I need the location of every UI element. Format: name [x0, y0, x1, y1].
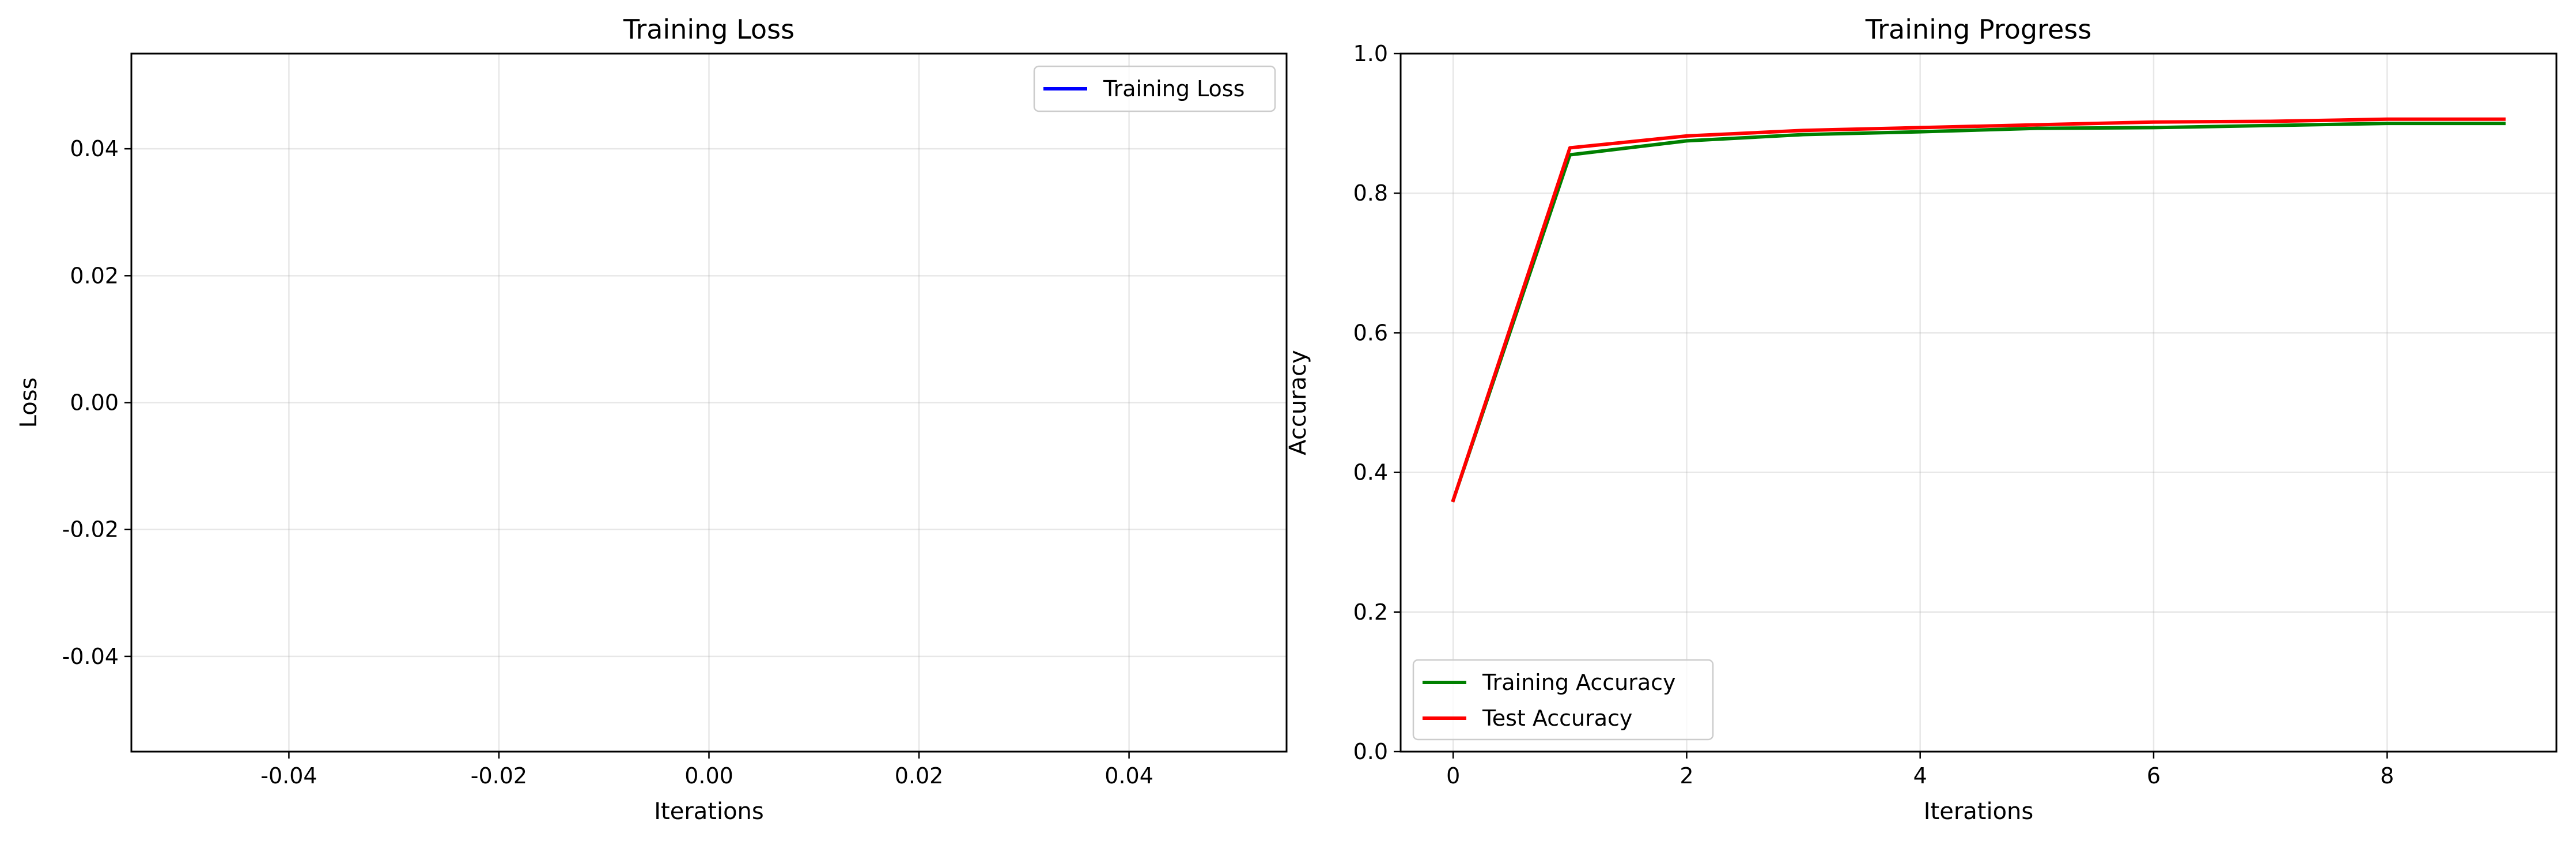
series-line-1: [1451, 117, 2506, 503]
legend: Training Loss: [1033, 65, 1276, 112]
x-axis-label: Iterations: [1924, 798, 2034, 825]
y-tick-label: -0.02: [62, 517, 119, 542]
x-tick-label: 4: [1913, 763, 1927, 789]
x-tick-label: 0.04: [1104, 763, 1153, 789]
chart-title: Training Loss: [623, 14, 795, 45]
x-axis-label: Iterations: [654, 798, 764, 825]
y-tick-label: 1.0: [1353, 41, 1388, 66]
y-tick-label: 0.04: [70, 136, 119, 161]
legend-box: [1412, 659, 1714, 741]
x-tick-label: -0.02: [471, 763, 527, 789]
y-axis-label: Loss: [16, 378, 42, 428]
y-tick-label: 0.4: [1353, 460, 1388, 485]
x-tick-label: -0.04: [260, 763, 317, 789]
legend: Training Accuracy Test Accuracy: [1412, 659, 1714, 741]
legend-label-1: Test Accuracy: [1482, 706, 1632, 731]
y-tick-label: 0.2: [1353, 599, 1388, 625]
legend-label-0: Training Accuracy: [1482, 670, 1676, 695]
x-tick-label: 8: [2380, 763, 2394, 789]
legend-box: [1033, 65, 1276, 112]
x-tick-label: 0: [1446, 763, 1460, 789]
x-tick-label: 0.02: [895, 763, 944, 789]
x-tick-label: 2: [1679, 763, 1693, 789]
y-tick-label: 0.0: [1353, 739, 1388, 764]
chart-panel-1: 0 2 4 6 8 0.0 0.2 0.4 0.6 0.8 1.0 Training Progress…: [1285, 14, 2558, 825]
y-tick-label: 0.8: [1353, 180, 1388, 206]
x-tick-label: 0.00: [684, 763, 733, 789]
chart-panel-0: -0.04 -0.02 0.00 0.02 0.04 -0.04 -0.02 0.00 0.02…: [16, 14, 1288, 825]
chart-title: Training Progress: [1865, 14, 2091, 45]
y-tick-label: 0.00: [70, 390, 119, 416]
y-tick-label: 0.6: [1353, 320, 1388, 345]
x-tick-label: 6: [2147, 763, 2161, 789]
y-tick-label: -0.04: [62, 644, 119, 669]
legend-label-0: Training Loss: [1103, 76, 1245, 101]
y-tick-label: 0.02: [70, 263, 119, 288]
axes-frame: [1399, 52, 2558, 753]
series-line-0: [1451, 122, 2506, 503]
y-axis-label: Accuracy: [1285, 350, 1311, 455]
